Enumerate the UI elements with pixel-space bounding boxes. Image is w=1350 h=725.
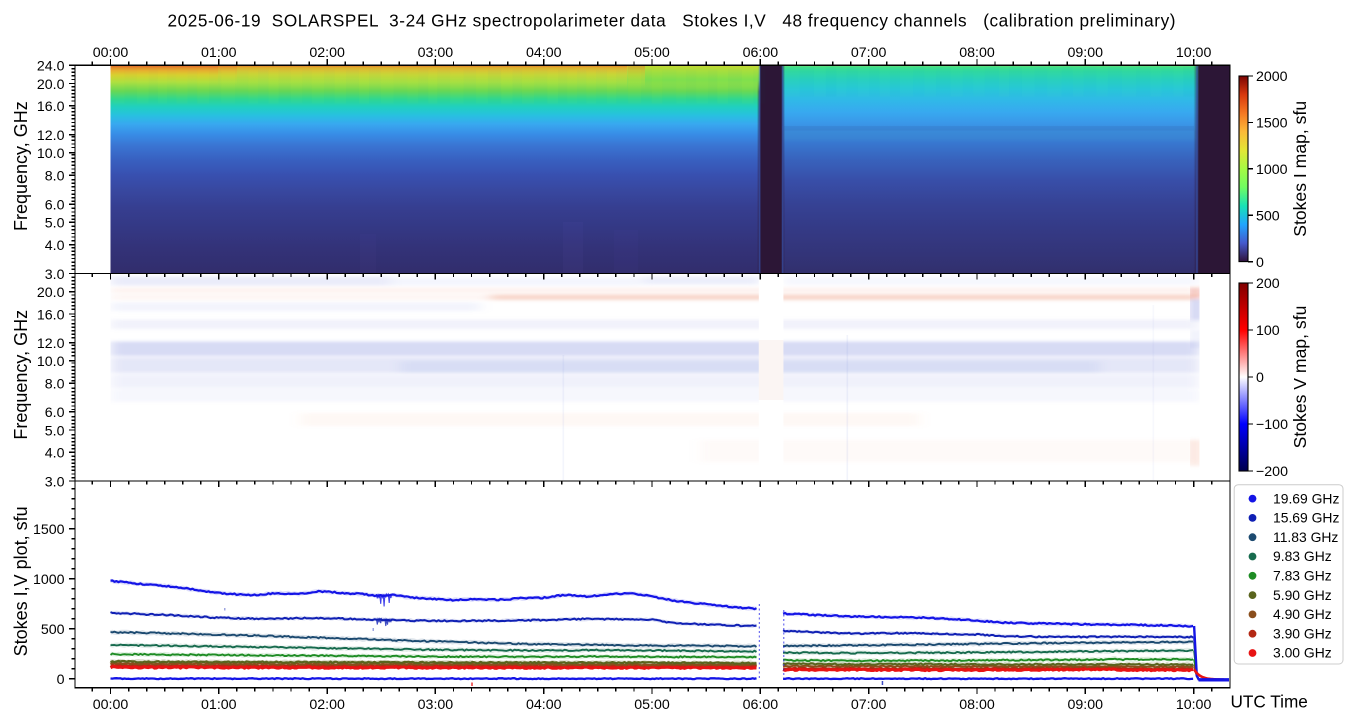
svg-text:4.90 GHz: 4.90 GHz [1273, 606, 1332, 622]
svg-text:06:00: 06:00 [743, 45, 779, 61]
svg-text:07:00: 07:00 [851, 45, 887, 61]
svg-text:06:00: 06:00 [743, 697, 779, 713]
svg-text:500: 500 [41, 622, 65, 638]
svg-text:05:00: 05:00 [634, 697, 670, 713]
svg-text:200: 200 [1256, 276, 1280, 292]
svg-text:00:00: 00:00 [93, 45, 129, 61]
svg-text:16.0: 16.0 [37, 99, 65, 115]
svg-text:10:00: 10:00 [1176, 45, 1212, 61]
svg-text:5.0: 5.0 [45, 423, 65, 439]
svg-text:500: 500 [1256, 208, 1280, 224]
svg-text:08:00: 08:00 [959, 45, 995, 61]
svg-text:4.0: 4.0 [45, 446, 65, 462]
svg-text:0: 0 [1256, 370, 1264, 386]
svg-text:9.83 GHz: 9.83 GHz [1273, 548, 1332, 564]
svg-text:02:00: 02:00 [309, 45, 345, 61]
svg-text:Stokes I map, sfu: Stokes I map, sfu [1290, 101, 1310, 237]
svg-text:−100: −100 [1256, 417, 1288, 433]
svg-text:0: 0 [1256, 255, 1264, 271]
svg-text:2025-06-19 SOLARSPEL 3-24 GH: 2025-06-19 SOLARSPEL 3-24 GHz spectropol… [168, 11, 1176, 31]
svg-text:10:00: 10:00 [1176, 697, 1212, 713]
svg-text:5.90 GHz: 5.90 GHz [1273, 587, 1332, 603]
svg-text:00:00: 00:00 [93, 697, 129, 713]
svg-text:100: 100 [1256, 323, 1280, 339]
svg-text:3.0: 3.0 [45, 267, 65, 283]
svg-text:5.0: 5.0 [45, 216, 65, 232]
svg-text:15.69 GHz: 15.69 GHz [1273, 510, 1339, 526]
svg-text:16.0: 16.0 [37, 307, 65, 323]
svg-text:04:00: 04:00 [526, 697, 562, 713]
svg-text:05:00: 05:00 [634, 45, 670, 61]
svg-text:09:00: 09:00 [1068, 697, 1104, 713]
svg-text:UTC Time: UTC Time [1231, 692, 1308, 712]
svg-text:4.0: 4.0 [45, 238, 65, 254]
svg-text:01:00: 01:00 [201, 697, 237, 713]
svg-text:01:00: 01:00 [201, 45, 237, 61]
svg-text:3.90 GHz: 3.90 GHz [1273, 625, 1332, 641]
svg-text:2000: 2000 [1256, 69, 1288, 85]
svg-text:1000: 1000 [33, 572, 65, 588]
svg-text:−200: −200 [1256, 464, 1288, 480]
svg-text:09:00: 09:00 [1068, 45, 1104, 61]
svg-text:03:00: 03:00 [418, 45, 454, 61]
svg-text:04:00: 04:00 [526, 45, 562, 61]
svg-text:Frequency, GHz: Frequency, GHz [11, 310, 31, 440]
svg-text:10.0: 10.0 [37, 354, 65, 370]
svg-text:11.83 GHz: 11.83 GHz [1273, 529, 1338, 545]
svg-text:20.0: 20.0 [37, 77, 65, 93]
svg-text:Frequency, GHz: Frequency, GHz [11, 101, 31, 231]
svg-text:6.0: 6.0 [45, 405, 65, 421]
svg-text:6.0: 6.0 [45, 197, 65, 213]
svg-text:0: 0 [57, 672, 65, 688]
svg-text:1500: 1500 [33, 522, 65, 538]
svg-text:03:00: 03:00 [418, 697, 454, 713]
svg-text:8.0: 8.0 [45, 169, 65, 185]
svg-text:20.0: 20.0 [37, 285, 65, 301]
svg-text:3.00 GHz: 3.00 GHz [1273, 645, 1332, 661]
svg-text:10.0: 10.0 [37, 146, 65, 162]
svg-text:02:00: 02:00 [309, 697, 345, 713]
svg-text:12.0: 12.0 [37, 336, 65, 352]
svg-text:24.0: 24.0 [37, 59, 65, 75]
svg-text:Stokes V map, sfu: Stokes V map, sfu [1290, 306, 1310, 449]
svg-text:12.0: 12.0 [37, 128, 65, 144]
svg-text:1500: 1500 [1256, 116, 1288, 132]
svg-text:3.0: 3.0 [45, 474, 65, 490]
svg-text:08:00: 08:00 [959, 697, 995, 713]
svg-text:7.83 GHz: 7.83 GHz [1273, 568, 1332, 584]
svg-text:07:00: 07:00 [851, 697, 887, 713]
svg-text:Stokes I,V plot, sfu: Stokes I,V plot, sfu [11, 506, 31, 656]
svg-text:1000: 1000 [1256, 162, 1288, 178]
svg-text:19.69 GHz: 19.69 GHz [1273, 490, 1339, 506]
svg-text:8.0: 8.0 [45, 376, 65, 392]
